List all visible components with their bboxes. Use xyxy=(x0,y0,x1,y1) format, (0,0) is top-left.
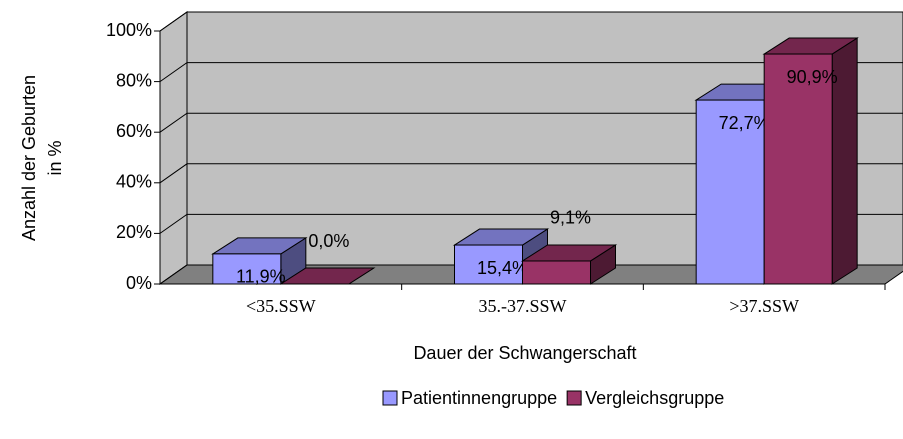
value-label: 15,4% xyxy=(477,258,528,278)
bar-front xyxy=(763,53,833,285)
y-tick-label: 60% xyxy=(116,121,152,141)
x-axis-title: Dauer der Schwangerschaft xyxy=(413,343,636,363)
bar xyxy=(211,236,308,285)
bar xyxy=(762,37,859,285)
grid-line xyxy=(159,213,903,234)
bar-front xyxy=(522,260,591,285)
grid-line xyxy=(159,163,903,184)
legend-label: Vergleichsgruppe xyxy=(585,388,724,408)
bar xyxy=(520,244,618,285)
bar-front xyxy=(695,99,765,285)
value-label: 90,9% xyxy=(787,67,838,87)
legend-swatch xyxy=(382,390,398,406)
grid-line xyxy=(159,264,903,285)
bar-front xyxy=(212,253,282,285)
value-label: 11,9% xyxy=(236,267,286,287)
y-axis-title-line: Anzahl der Geburten xyxy=(19,75,39,241)
legend-swatch xyxy=(566,390,582,406)
side-wall xyxy=(159,11,188,285)
y-axis-title: Anzahl der Geburten in % xyxy=(19,75,65,241)
bar xyxy=(279,267,376,285)
y-tick-label: 80% xyxy=(116,70,152,90)
value-label: 0,0% xyxy=(308,231,349,251)
bar-front xyxy=(454,244,523,285)
grid-line xyxy=(159,11,903,32)
y-tick-label: 0% xyxy=(126,273,152,293)
x-tick-label: >37.SSW xyxy=(729,296,799,316)
grid-line xyxy=(159,112,903,133)
bar-top xyxy=(279,267,376,285)
y-tick-label: 100% xyxy=(106,20,152,40)
legend-label: Patientinnengruppe xyxy=(401,388,557,408)
x-tick-label: 35.-37.SSW xyxy=(478,296,566,316)
value-label: 72,7% xyxy=(719,113,770,133)
y-axis-title-line: in % xyxy=(45,140,65,175)
x-tick-label: <35.SSW xyxy=(246,296,316,316)
value-label: 9,1% xyxy=(550,208,591,228)
grid-line xyxy=(159,62,903,83)
y-tick-label: 20% xyxy=(116,222,152,242)
y-tick-label: 40% xyxy=(116,172,152,192)
